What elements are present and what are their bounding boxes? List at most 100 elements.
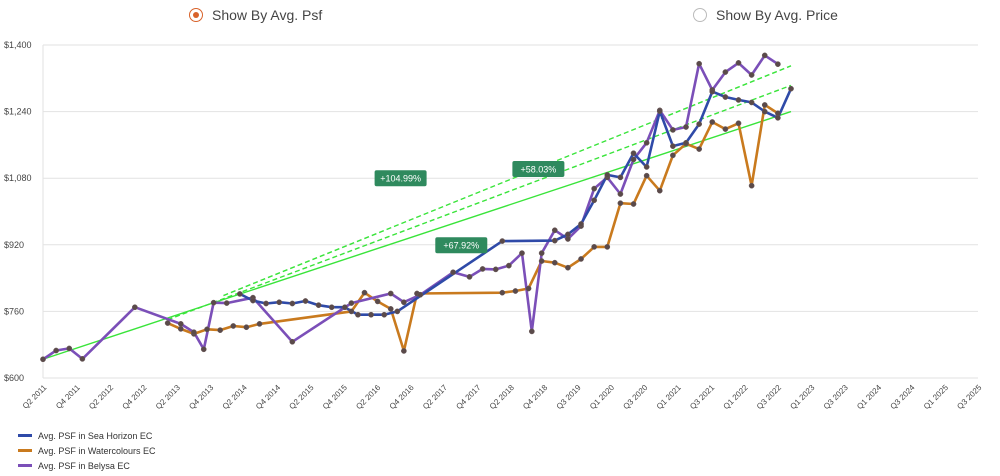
x-tick-label: Q2 2012: [87, 383, 115, 411]
data-point-watercolours: [565, 264, 571, 271]
data-point-belysa: [519, 250, 525, 256]
data-point-sea-horizon: [696, 121, 702, 127]
data-point-sea-horizon: [748, 99, 755, 106]
data-point-sea-horizon: [355, 311, 361, 318]
data-point-belysa: [551, 227, 558, 234]
data-point-watercolours: [709, 119, 716, 125]
data-point-sea-horizon: [656, 108, 663, 115]
x-tick-label: Q1 2023: [788, 383, 816, 411]
data-point-watercolours: [761, 102, 768, 108]
y-tick-label: $1,080: [4, 173, 32, 183]
x-tick-label: Q3 2020: [621, 383, 649, 411]
data-point-sea-horizon: [591, 197, 598, 204]
data-point-belysa: [735, 60, 742, 66]
legend-item-sea-horizon[interactable]: Avg. PSF in Sea Horizon EC: [18, 428, 156, 443]
data-point-watercolours: [617, 200, 624, 207]
data-point-sea-horizon: [368, 311, 374, 318]
data-point-watercolours: [656, 187, 663, 194]
data-point-belysa: [479, 266, 486, 272]
legend-item-watercolours[interactable]: Avg. PSF in Watercolours EC: [18, 443, 156, 458]
data-point-sea-horizon: [643, 164, 650, 170]
x-tick-label: Q4 2011: [54, 383, 82, 411]
data-point-belysa: [492, 266, 499, 273]
x-tick-label: Q4 2017: [454, 383, 482, 411]
x-tick-label: Q1 2021: [655, 383, 683, 411]
data-point-watercolours: [387, 306, 394, 312]
trend-line: [223, 65, 792, 297]
legend-label-belysa: Avg. PSF in Belysa EC: [38, 460, 130, 471]
x-tick-label: Q3 2023: [822, 383, 850, 411]
y-tick-label: $760: [4, 306, 24, 316]
data-point-belysa: [450, 269, 456, 276]
data-point-belysa: [466, 274, 473, 280]
data-point-watercolours: [217, 327, 224, 333]
growth-badge-label: +67.92%: [443, 241, 479, 251]
data-point-belysa: [775, 61, 781, 67]
data-point-belysa: [528, 328, 535, 335]
data-point-sea-horizon: [670, 143, 676, 149]
data-point-watercolours: [748, 182, 755, 189]
series-line-sea-horizon: [239, 88, 793, 316]
x-tick-label: Q4 2016: [388, 383, 416, 411]
data-point-belysa: [210, 299, 217, 306]
radio-unselected-icon[interactable]: [693, 8, 707, 22]
data-point-belysa: [748, 72, 755, 78]
data-point-watercolours: [348, 308, 355, 315]
x-tick-label: Q2 2011: [21, 383, 49, 411]
growth-badge: [512, 161, 565, 178]
data-point-belysa: [223, 300, 230, 306]
data-point-sea-horizon: [775, 114, 781, 121]
x-tick-label: Q2 2018: [488, 383, 516, 411]
legend-label-watercolours: Avg. PSF in Watercolours EC: [38, 445, 156, 456]
data-point-sea-horizon: [788, 85, 794, 92]
data-point-watercolours: [551, 259, 558, 266]
show-by-avg-psf-option[interactable]: Show By Avg. Psf: [189, 7, 322, 23]
x-tick-label: Q3 2019: [555, 383, 583, 411]
data-point-watercolours: [538, 258, 545, 264]
data-point-watercolours: [499, 289, 506, 296]
data-point-belysa: [53, 347, 59, 354]
y-tick-label: $920: [4, 240, 24, 250]
data-point-belysa: [200, 346, 207, 353]
x-tick-label: Q4 2018: [521, 383, 549, 411]
x-tick-label: Q1 2025: [922, 383, 950, 411]
data-point-watercolours: [604, 244, 611, 250]
data-point-sea-horizon: [328, 304, 335, 311]
growth-badge-label: +58.03%: [520, 165, 556, 175]
data-point-sea-horizon: [263, 300, 269, 307]
data-point-watercolours: [591, 244, 598, 250]
data-point-watercolours: [204, 326, 210, 333]
data-point-sea-horizon: [604, 172, 611, 178]
data-point-belysa: [506, 262, 512, 269]
data-point-watercolours: [643, 172, 650, 179]
radio-selected-icon[interactable]: [189, 8, 203, 22]
data-point-sea-horizon: [499, 238, 506, 244]
growth-badge: [374, 170, 427, 187]
data-point-belysa: [417, 291, 424, 298]
data-point-sea-horizon: [617, 174, 624, 181]
legend-item-belysa[interactable]: Avg. PSF in Belysa EC: [18, 458, 156, 473]
data-point-watercolours: [735, 120, 742, 127]
data-point-sea-horizon: [341, 304, 348, 311]
show-by-avg-price-label: Show By Avg. Price: [716, 7, 838, 23]
legend-swatch-sea-horizon: [18, 434, 32, 437]
x-tick-label: Q3 2022: [755, 383, 783, 411]
data-point-watercolours: [670, 152, 676, 159]
growth-badge-label: +104.99%: [380, 174, 421, 184]
data-point-sea-horizon: [289, 300, 296, 307]
display-mode-toggle: Show By Avg. Psf Show By Avg. Price: [0, 0, 1000, 34]
data-point-sea-horizon: [276, 299, 283, 306]
legend-swatch-belysa: [18, 464, 32, 467]
data-point-belysa: [177, 321, 184, 327]
data-point-sea-horizon: [761, 108, 768, 115]
data-point-belysa: [191, 329, 197, 336]
data-point-sea-horizon: [565, 231, 571, 238]
show-by-avg-psf-label: Show By Avg. Psf: [212, 7, 323, 23]
data-point-sea-horizon: [381, 311, 388, 318]
show-by-avg-price-option[interactable]: Show By Avg. Price: [693, 7, 838, 23]
x-tick-label: Q3 2025: [955, 383, 983, 411]
data-point-belysa: [40, 356, 46, 363]
x-tick-label: Q4 2012: [121, 383, 149, 411]
data-point-sea-horizon: [722, 94, 729, 100]
